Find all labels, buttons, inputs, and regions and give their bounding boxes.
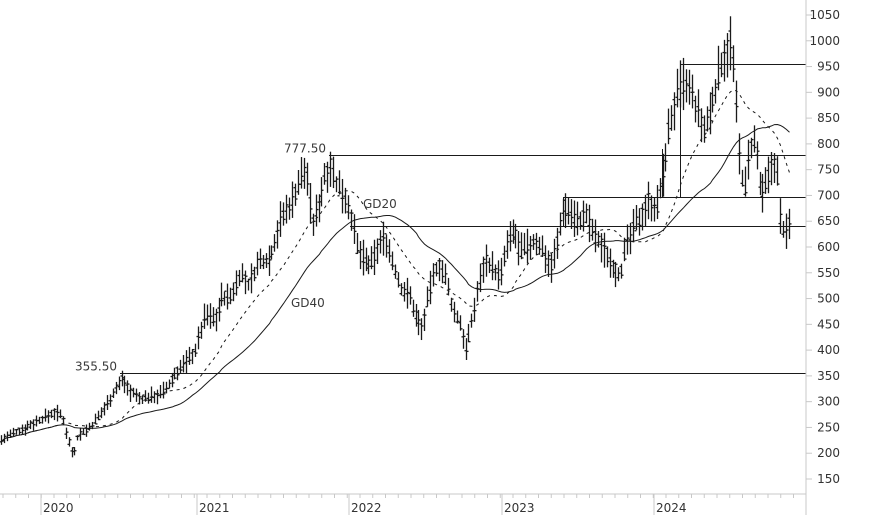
level-label: 777.50 [284, 142, 326, 156]
gd20-line [1, 89, 790, 442]
y-tick-label: 250 [817, 420, 840, 434]
y-tick-label: 300 [817, 395, 840, 409]
x-tick-label: 2023 [504, 501, 535, 515]
y-tick-label: 700 [817, 188, 840, 202]
y-tick-label: 650 [817, 214, 840, 228]
y-tick-label: 200 [817, 446, 840, 460]
y-tick-label: 1050 [809, 8, 840, 22]
x-tick-label: 2022 [351, 501, 382, 515]
y-axis: 150 200 250 300 350 400 450 500 550 600 650 700 750 8… [805, 0, 840, 515]
horizontal-levels: 355.50 777.50 [75, 63, 806, 374]
y-tick-label: 550 [817, 266, 840, 280]
x-axis: 2020 2021 2022 2023 2024 [0, 493, 806, 515]
annotations: GD20 GD40 [291, 197, 397, 310]
moving-average-lines [1, 89, 790, 442]
y-tick-label: 450 [817, 317, 840, 331]
y-tick-label: 400 [817, 343, 840, 357]
y-tick-label: 900 [817, 85, 840, 99]
y-tick-label: 500 [817, 292, 840, 306]
x-tick-label: 2020 [43, 501, 74, 515]
ohlc-bars [0, 16, 792, 458]
y-tick-label: 1000 [809, 34, 840, 48]
y-tick-label: 600 [817, 240, 840, 254]
y-tick-label: 950 [817, 60, 840, 74]
x-tick-label: 2024 [656, 501, 687, 515]
level-label: 355.50 [75, 360, 117, 374]
y-tick-label: 350 [817, 369, 840, 383]
y-tick-label: 850 [817, 111, 840, 125]
y-tick-label: 150 [817, 472, 840, 486]
gd20-label: GD20 [363, 197, 397, 211]
gd40-line [1, 123, 790, 442]
x-tick-label: 2021 [199, 501, 230, 515]
y-tick-label: 800 [817, 137, 840, 151]
y-tick-label: 750 [817, 163, 840, 177]
gd40-label: GD40 [291, 296, 325, 310]
